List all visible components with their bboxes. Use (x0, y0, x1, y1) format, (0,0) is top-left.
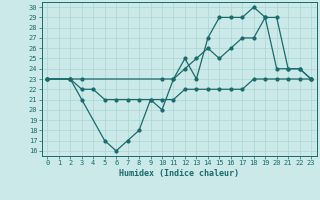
X-axis label: Humidex (Indice chaleur): Humidex (Indice chaleur) (119, 169, 239, 178)
